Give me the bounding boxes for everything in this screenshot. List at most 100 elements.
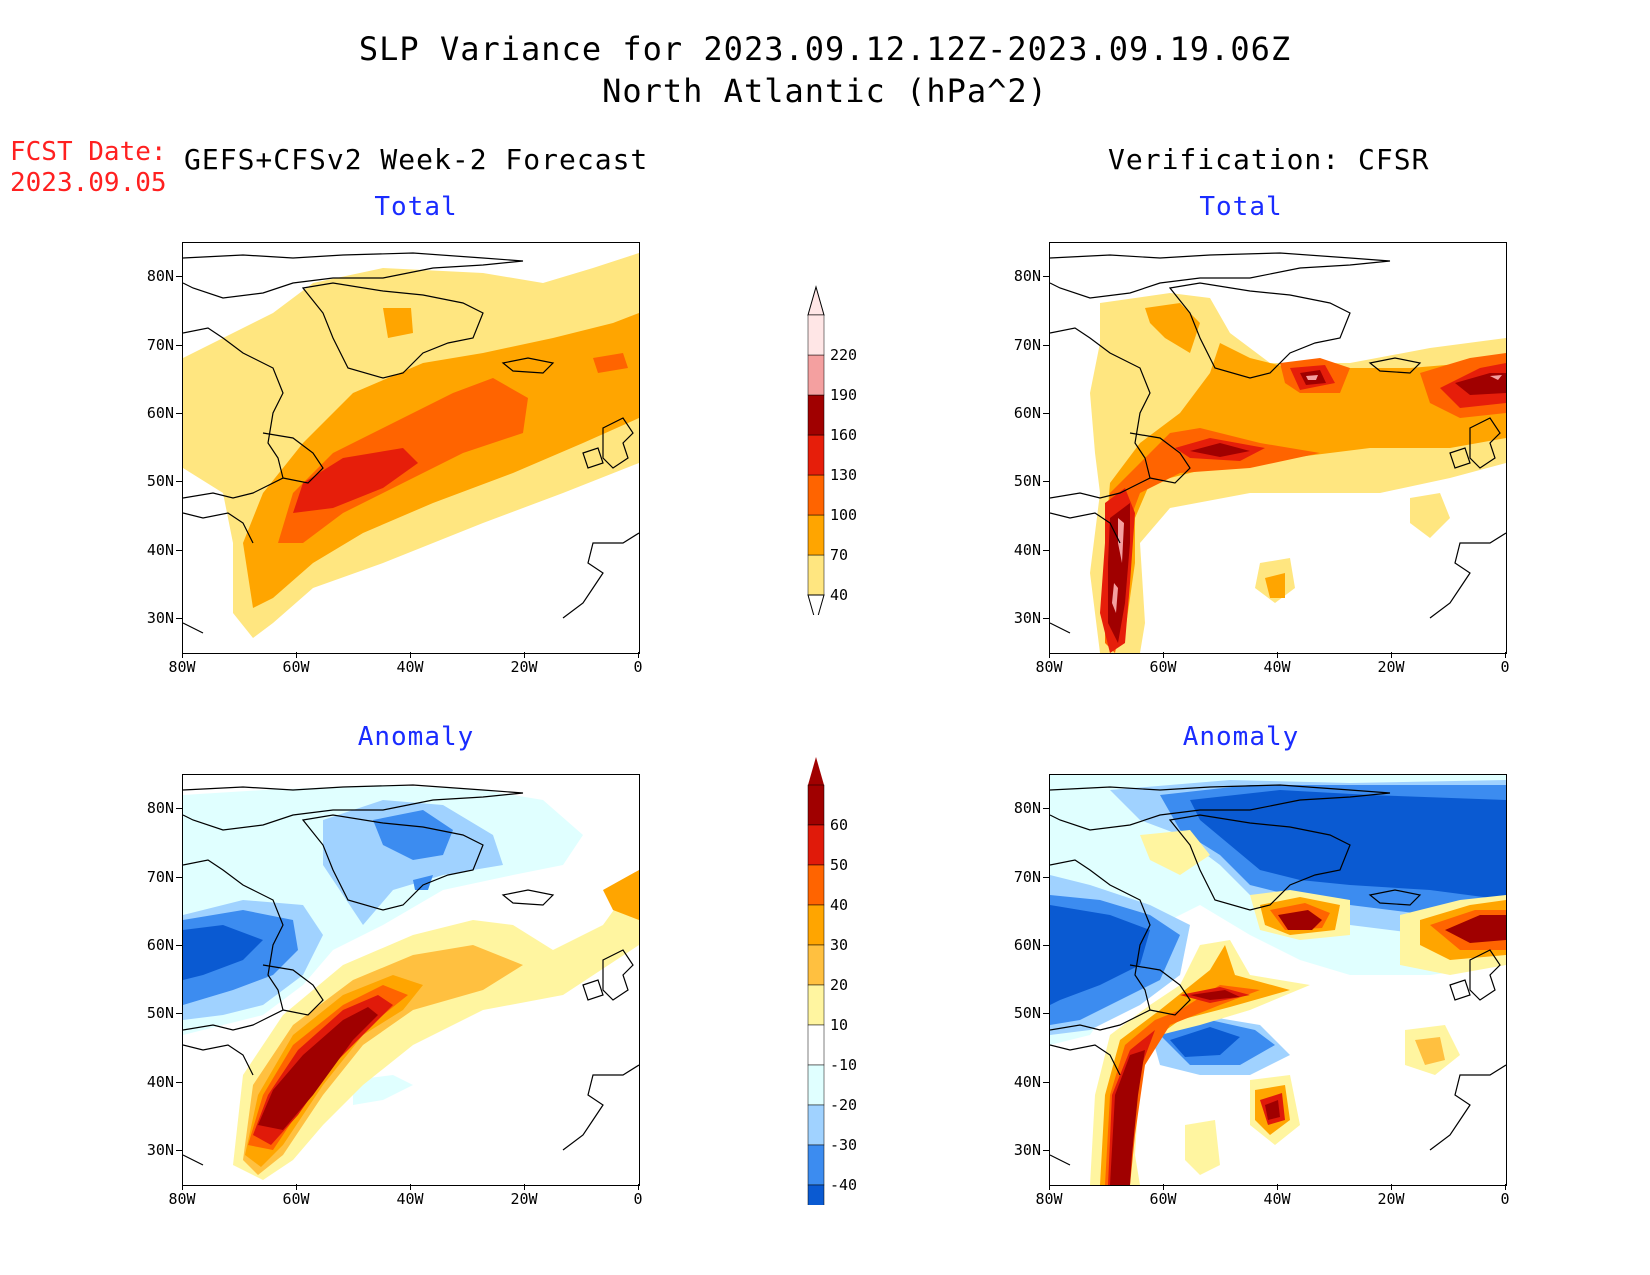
anomaly-colorbar-label: -40 [830,1176,857,1194]
contour-20-east [603,870,639,920]
forecast-total-lat-tick-mark [176,617,182,619]
forecast-total-lat-tick-mark [176,481,182,483]
contour-40 [1105,985,1260,1185]
forecast-anomaly-lon-tick-mark [182,1184,183,1190]
anomaly-colorbar-label: -30 [830,1136,857,1154]
anomaly-colorbar-box [807,1144,825,1186]
verification-anomaly-lat-tick-mark [1043,1081,1049,1083]
coastline [183,252,639,634]
forecast-total-lon-tick: 20W [510,658,538,676]
verification-total-lon-tick-mark [1277,652,1278,658]
forecast-total-lat-tick-mark [176,412,182,414]
forecast-anomaly-lon-tick-mark [410,1184,411,1190]
contour-10-s2 [1185,1120,1220,1175]
contour-minus10-south [353,1075,413,1105]
forecast-anomaly-lon-tick: 80W [168,1190,196,1208]
anomaly-colorbar-label: 30 [830,936,848,954]
anomaly-colorbar-box [807,1064,825,1106]
verification-total-lon-tick-mark [1049,652,1050,658]
forecast-anomaly-lat-tick: 40N [146,1072,174,1091]
contour-minus40-mid [1170,1027,1240,1057]
verification-total-lon-tick: 40W [1263,658,1291,676]
anomaly-colorbar-label: 10 [830,1016,848,1034]
contour-60 [258,1007,378,1130]
contour-70-north [1145,303,1200,353]
verification-total-lat-tick: 30N [1013,608,1041,627]
fcst-date-value: 2023.09.05 [10,168,167,198]
total-colorbar-label: 160 [830,426,857,444]
contour-100 [1105,428,1320,653]
forecast-anomaly-lat-tick-mark [176,1081,182,1083]
forecast-total-lat-tick-mark [176,344,182,346]
coastline [1050,252,1506,634]
verification-anomaly-lon-tick-mark [1163,1184,1164,1190]
verification-anomaly-lat-tick-mark [1043,944,1049,946]
verification-anomaly-lat-tick: 40N [1013,1072,1041,1091]
contour-130 [293,448,418,513]
verification-total-lat-tick: 70N [1013,335,1041,354]
forecast-total-lon-tick: 0 [633,658,643,676]
verification-total-lat-tick-mark [1043,549,1049,551]
verification-total-title: Total [1199,192,1283,222]
contour-100-east [593,353,628,373]
contour-160-east [1455,373,1506,395]
anomaly-colorbar-box [807,904,825,946]
coastline [1050,784,1506,1166]
contour-60 [1110,1050,1145,1185]
forecast-total-lon-tick-mark [182,652,183,658]
total-colorbar-bottom-arrow [807,594,825,625]
forecast-total-lon-tick-mark [410,652,411,658]
verification-anomaly-lon-tick-mark [1049,1184,1050,1190]
verification-total-lon-tick-mark [1505,652,1506,658]
verification-total-map [1049,242,1507,654]
verification-total-lat-tick-mark [1043,412,1049,414]
contour-160 [1108,503,1130,643]
verification-total-lon-tick: 60W [1149,658,1177,676]
total-colorbar-box [807,434,825,476]
forecast-anomaly-lon-tick-mark [638,1184,639,1190]
total-colorbar-label: 130 [830,466,857,484]
forecast-total-lat-tick-mark [176,276,182,278]
forecast-anomaly-lon-tick: 20W [510,1190,538,1208]
verification-anomaly-title: Anomaly [1182,722,1300,752]
anomaly-colorbar-label: -10 [830,1056,857,1074]
total-colorbar-label: 100 [830,506,857,524]
verification-total-lat-tick-mark [1043,481,1049,483]
verification-total-lat-tick-mark [1043,617,1049,619]
anomaly-colorbar-box [807,944,825,986]
total-colorbar-label: 70 [830,546,848,564]
forecast-total-shading [183,253,639,638]
anomaly-colorbar-box [807,784,825,826]
contour-minus40 [1190,790,1506,900]
contour-70-greenland [383,308,413,338]
verification-anomaly-lat-tick: 80N [1013,799,1041,818]
forecast-anomaly-lat-tick-mark [176,876,182,878]
verification-anomaly-lon-tick-mark [1391,1184,1392,1190]
forecast-anomaly-title: Anomaly [357,722,475,752]
main-title: SLP Variance for 2023.09.12.12Z-2023.09.… [358,30,1292,68]
fcst-date-block: FCST Date: 2023.09.05 [10,137,167,199]
contour-60-east [1445,915,1506,943]
forecast-anomaly-lon-tick: 0 [633,1190,643,1208]
forecast-anomaly-lat-tick: 50N [146,1004,174,1023]
forecast-total-lat-tick: 80N [146,267,174,286]
verification-anomaly-lat-tick: 60N [1013,935,1041,954]
total-colorbar-label: 220 [830,346,857,364]
forecast-total-lon-tick: 40W [396,658,424,676]
verification-total-lon-tick-mark [1391,652,1392,658]
contour-10 [1090,940,1310,1185]
verification-anomaly-lat-tick-mark [1043,808,1049,810]
verification-total-lat-tick: 60N [1013,403,1041,422]
anomaly-colorbar-box [807,824,825,866]
contour-minus40 [183,925,263,980]
verification-anomaly-lon-tick: 0 [1500,1190,1510,1208]
forecast-anomaly-lat-tick-mark [176,1149,182,1151]
contour-20-se [1415,1037,1445,1065]
forecast-anomaly-lat-tick: 60N [146,935,174,954]
forecast-anomaly-lat-tick: 80N [146,799,174,818]
forecast-total-map [182,242,640,654]
forecast-total-lat-tick: 50N [146,472,174,491]
total-colorbar-label: 40 [830,586,848,604]
total-colorbar-box [807,354,825,396]
forecast-anomaly-lon-tick: 60W [282,1190,310,1208]
